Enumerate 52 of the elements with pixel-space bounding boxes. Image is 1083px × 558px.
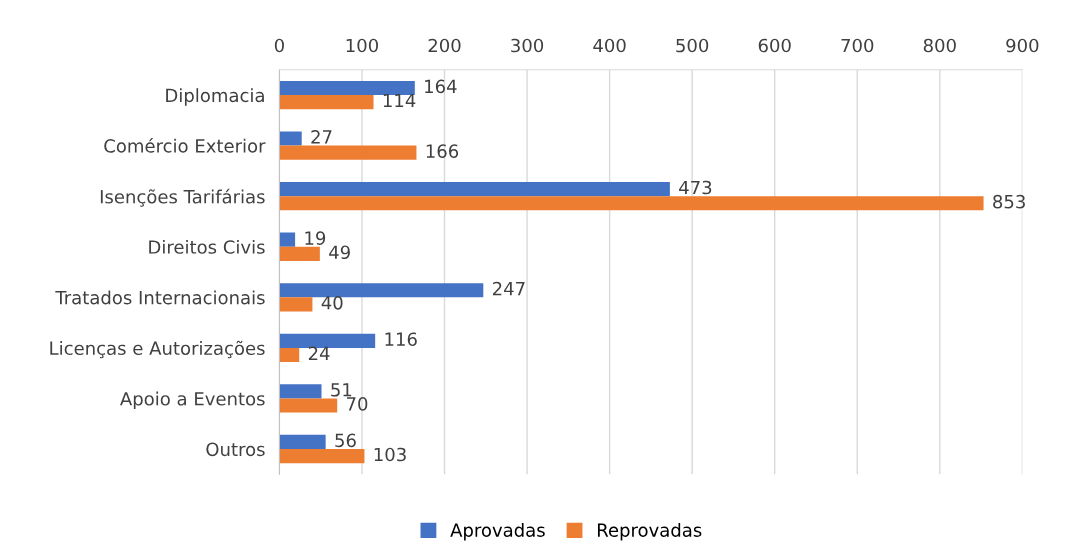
bar <box>279 232 296 247</box>
bar <box>279 347 300 363</box>
x-tick-label: 800 <box>923 38 956 53</box>
bar <box>279 283 484 298</box>
data-label: 114 <box>383 93 416 108</box>
x-tick-label: 100 <box>346 38 378 53</box>
y-tick-label: Outros <box>206 442 265 457</box>
x-tick-label: 400 <box>593 38 626 53</box>
bar <box>279 384 322 399</box>
data-label: 27 <box>311 130 332 144</box>
x-tick-label: 200 <box>428 38 461 53</box>
bar <box>279 95 374 110</box>
bar <box>279 297 313 312</box>
bar <box>279 434 326 450</box>
bar <box>279 246 320 261</box>
data-label: 40 <box>321 295 343 310</box>
bar <box>279 182 670 197</box>
y-tick-label: Isenções Tarifárias <box>100 188 265 207</box>
y-tick-label: Tratados Internacionais <box>55 290 265 305</box>
y-tick-label: Apoio a Eventos <box>120 391 265 410</box>
data-label: 56 <box>335 433 356 448</box>
bar <box>279 196 984 211</box>
x-tick-label: 500 <box>676 38 709 53</box>
bar <box>279 131 302 146</box>
data-label: 164 <box>425 79 457 94</box>
y-tick-label: Comércio Exterior <box>104 138 266 153</box>
data-label: 51 <box>331 383 352 397</box>
legend-label: Reprovadas <box>597 522 702 541</box>
data-label: 103 <box>374 447 406 462</box>
x-tick-label: 700 <box>841 38 874 53</box>
bar <box>279 80 415 96</box>
data-label: 247 <box>492 281 525 296</box>
data-label: 19 <box>305 231 326 245</box>
bar <box>279 449 365 464</box>
data-label: 116 <box>385 332 417 347</box>
data-label: 166 <box>426 144 459 158</box>
x-tick-label: 0 <box>274 38 284 53</box>
data-label: 24 <box>308 346 330 360</box>
x-tick-label: 600 <box>758 38 791 53</box>
bar <box>279 333 376 348</box>
data-label: 49 <box>329 245 350 260</box>
y-tick-label: Diplomacia <box>166 88 264 106</box>
data-label: 853 <box>993 194 1025 209</box>
x-tick-label: 300 <box>511 38 544 53</box>
data-label: 70 <box>347 397 368 411</box>
y-tick-label: Licenças e Autorizações <box>50 340 265 359</box>
x-tick-label: 900 <box>1006 38 1039 53</box>
bar <box>279 398 338 413</box>
y-tick-label: Direitos Civis <box>149 239 265 254</box>
bar <box>279 145 417 160</box>
legend-label: Aprovadas <box>450 522 545 541</box>
data-label: 473 <box>679 180 712 195</box>
